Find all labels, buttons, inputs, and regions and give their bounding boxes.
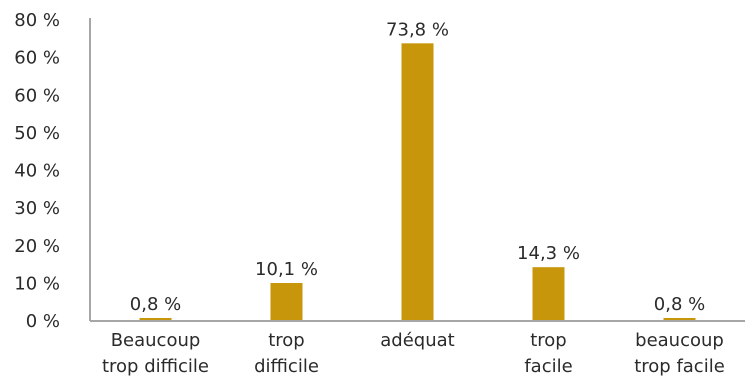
bar <box>532 267 565 321</box>
data-label: 73,8 % <box>386 19 449 40</box>
data-label: 0,8 % <box>130 294 181 315</box>
x-tick-label: trop facile <box>634 356 725 377</box>
y-tick-label: 60 % <box>14 48 60 69</box>
x-tick-label: trop difficile <box>102 356 209 377</box>
bar <box>139 317 172 321</box>
y-axis-tick-labels: 0 % 10 % 20 % 30 % 40 % 50 % 60 % 60 % 80 % <box>14 10 60 332</box>
x-tick-label: trop <box>268 330 305 351</box>
x-tick-label: trop <box>530 330 567 351</box>
data-label: 10,1 % <box>255 259 318 280</box>
y-tick-label: 60 % <box>14 85 60 106</box>
y-tick-label: 80 % <box>14 10 60 31</box>
value-labels: 0,8 % 10,1 % 73,8 % 14,3 % 0,8 % <box>130 19 705 315</box>
bar <box>663 317 696 321</box>
x-tick-label: adéquat <box>380 330 454 351</box>
y-tick-label: 20 % <box>14 236 60 257</box>
x-tick-label: Beaucoup <box>111 330 201 351</box>
axes <box>89 18 745 322</box>
bar <box>270 282 303 321</box>
y-tick-label: 50 % <box>14 123 60 144</box>
bars <box>139 43 696 321</box>
x-tick-label: facile <box>524 356 572 377</box>
data-label: 0,8 % <box>654 294 705 315</box>
y-tick-label: 30 % <box>14 198 60 219</box>
x-tick-label: beaucoup <box>635 330 724 351</box>
y-tick-label: 10 % <box>14 273 60 294</box>
y-tick-label: 40 % <box>14 161 60 182</box>
x-axis-tick-labels: Beaucoup trop difficile trop difficile adéqu… <box>102 330 725 377</box>
x-tick-label: difficile <box>254 356 319 377</box>
bar <box>401 43 434 321</box>
y-tick-label: 0 % <box>26 311 60 332</box>
data-label: 14,3 % <box>517 243 580 264</box>
